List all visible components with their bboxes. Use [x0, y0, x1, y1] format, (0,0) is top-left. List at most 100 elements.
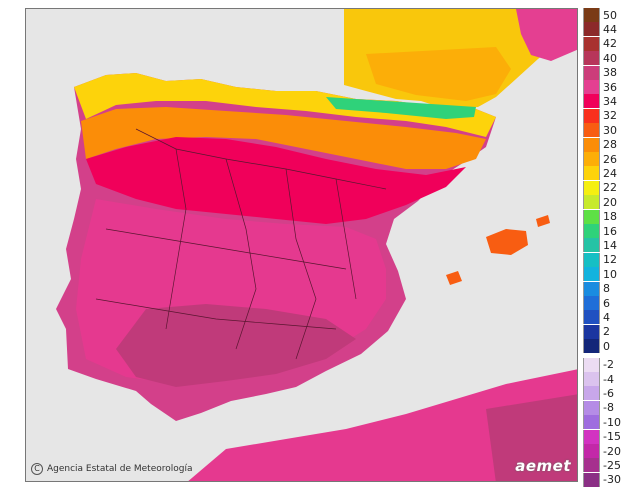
legend-row-negative-8: -30	[583, 472, 621, 487]
legend-label: -8	[603, 401, 614, 415]
legend-label: 16	[603, 224, 617, 238]
legend-row-positive-6: 34	[583, 94, 617, 109]
legend-label: 40	[603, 51, 617, 65]
legend-label: 20	[603, 195, 617, 209]
legend-row-negative-7: -25	[583, 458, 621, 473]
legend-label: -15	[603, 430, 621, 444]
legend: 50 44 42 40 38 36 34 32 30 28 26 24 22 20 18 16 14 12 10 8 6…	[583, 8, 623, 488]
legend-label: -6	[603, 386, 614, 400]
copyright-icon: C	[31, 463, 43, 475]
legend-row-positive-7: 32	[583, 108, 617, 123]
legend-swatch	[583, 137, 600, 152]
legend-swatch	[583, 8, 600, 22]
admin-boundaries	[95, 128, 387, 360]
brand-logo: aemet	[515, 457, 571, 475]
legend-label: 30	[603, 123, 617, 137]
africa-land	[188, 369, 577, 481]
legend-row-positive-1: 44	[583, 22, 617, 37]
legend-label: 32	[603, 109, 617, 123]
legend-swatch	[583, 36, 600, 51]
legend-row-positive-20: 6	[583, 296, 610, 310]
legend-swatch	[583, 195, 600, 210]
legend-swatch	[583, 65, 600, 80]
legend-row-positive-4: 38	[583, 65, 617, 80]
legend-swatch	[583, 339, 600, 354]
legend-swatch	[583, 80, 600, 94]
legend-swatch	[583, 415, 600, 430]
legend-swatch	[583, 310, 600, 325]
legend-swatch	[583, 444, 600, 458]
legend-swatch	[583, 357, 600, 372]
legend-label: -25	[603, 458, 621, 472]
legend-row-positive-14: 18	[583, 209, 617, 224]
balearic-mallorca	[486, 229, 528, 255]
legend-row-positive-8: 30	[583, 123, 617, 138]
france-hot-zone	[516, 9, 577, 61]
legend-label: -2	[603, 358, 614, 372]
legend-swatch	[583, 252, 600, 267]
legend-row-positive-21: 4	[583, 310, 610, 325]
legend-row-positive-12: 22	[583, 180, 617, 195]
legend-swatch	[583, 22, 600, 37]
legend-row-positive-10: 26	[583, 152, 617, 166]
legend-row-negative-4: -10	[583, 415, 621, 430]
legend-swatch	[583, 324, 600, 339]
legend-row-positive-17: 12	[583, 252, 617, 267]
legend-swatch	[583, 372, 600, 386]
pyrenees-cool-band	[326, 97, 476, 119]
legend-swatch	[583, 400, 600, 415]
legend-label: -4	[603, 372, 614, 386]
legend-swatch	[583, 224, 600, 238]
legend-row-positive-0: 50	[583, 8, 617, 22]
legend-label: -10	[603, 415, 621, 429]
balearic-menorca	[536, 215, 550, 227]
legend-label: 22	[603, 181, 617, 195]
legend-label: 0	[603, 339, 610, 353]
legend-label: -30	[603, 473, 621, 487]
legend-swatch	[583, 108, 600, 123]
legend-row-positive-19: 8	[583, 281, 610, 296]
legend-row-positive-3: 40	[583, 51, 617, 66]
legend-label: -20	[603, 444, 621, 458]
legend-row-positive-11: 24	[583, 166, 617, 181]
legend-row-negative-0: -2	[583, 357, 614, 372]
france-orange-zone	[366, 47, 511, 101]
legend-swatch	[583, 472, 600, 487]
legend-row-negative-6: -20	[583, 444, 621, 458]
balearic-ibiza	[446, 271, 462, 285]
legend-label: 2	[603, 325, 610, 339]
legend-swatch	[583, 458, 600, 473]
north-red-band	[86, 137, 466, 224]
legend-row-positive-13: 20	[583, 195, 617, 210]
legend-row-negative-5: -15	[583, 429, 621, 444]
legend-swatch	[583, 123, 600, 138]
credit-line: C Agencia Estatal de Meteorología	[31, 463, 193, 475]
legend-row-positive-22: 2	[583, 324, 610, 339]
legend-swatch	[583, 51, 600, 66]
legend-swatch	[583, 296, 600, 310]
north-orange-band	[81, 107, 486, 169]
legend-label: 34	[603, 94, 617, 108]
legend-row-positive-9: 28	[583, 137, 617, 152]
legend-label: 4	[603, 310, 610, 324]
africa-dark-zone	[486, 394, 577, 481]
legend-swatch	[583, 238, 600, 253]
north-cool-band	[74, 73, 496, 137]
legend-label: 24	[603, 166, 617, 180]
legend-swatch	[583, 152, 600, 166]
legend-label: 8	[603, 282, 610, 296]
legend-row-positive-5: 36	[583, 80, 617, 94]
south-hottest-zone	[116, 304, 356, 387]
legend-row-positive-23: 0	[583, 339, 610, 354]
legend-swatch	[583, 386, 600, 401]
legend-label: 12	[603, 253, 617, 267]
temperature-map: C Agencia Estatal de Meteorología aemet	[25, 8, 578, 482]
legend-label: 28	[603, 138, 617, 152]
map-canvas	[56, 9, 577, 481]
legend-label: 10	[603, 267, 617, 281]
legend-swatch	[583, 429, 600, 444]
legend-swatch	[583, 281, 600, 296]
legend-label: 36	[603, 80, 617, 94]
legend-row-positive-15: 16	[583, 224, 617, 238]
legend-label: 6	[603, 296, 610, 310]
